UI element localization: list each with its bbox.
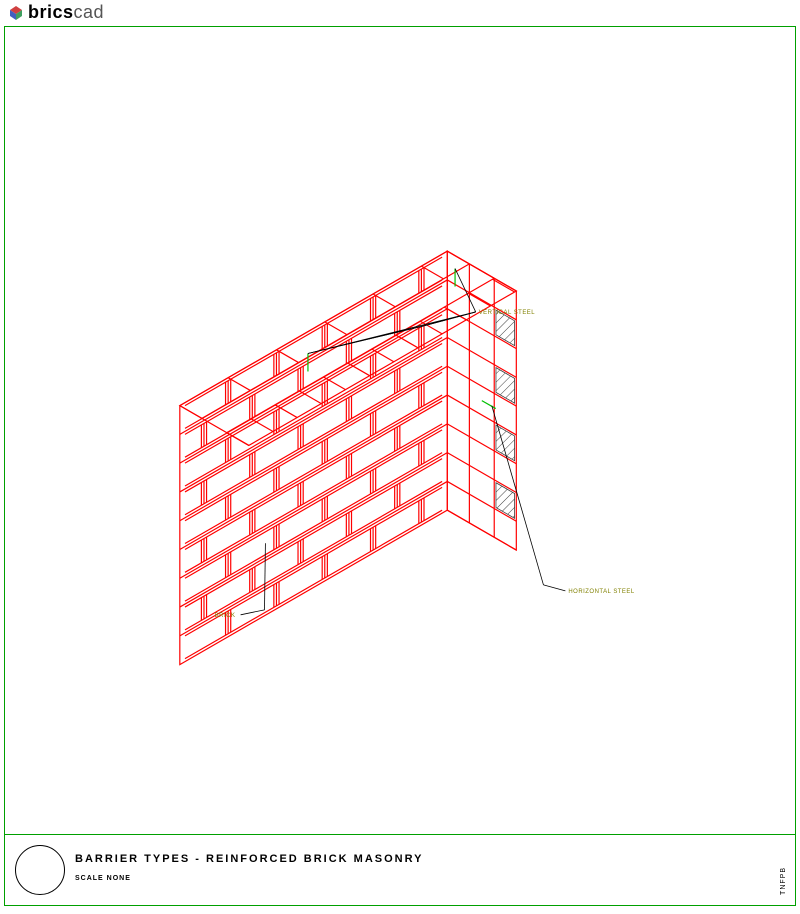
- drawing-scale: SCALE NONE: [75, 875, 131, 882]
- isometric-drawing: VERTICAL STEEL HORIZONTAL STEEL BRICK: [5, 27, 795, 834]
- svg-text:BRICK: BRICK: [215, 613, 236, 619]
- side-label: TNFPB: [780, 867, 787, 895]
- title-block: BARRIER TYPES - REINFORCED BRICK MASONRY…: [5, 835, 795, 905]
- bricscad-logo-icon: [8, 5, 24, 21]
- logo-text: bricscad: [28, 2, 104, 23]
- drawing-title: BARRIER TYPES - REINFORCED BRICK MASONRY: [75, 853, 424, 865]
- drawing-frame: VERTICAL STEEL HORIZONTAL STEEL BRICK BARR…: [4, 26, 796, 906]
- logo-brics: brics: [28, 2, 74, 22]
- svg-text:VERTICAL STEEL: VERTICAL STEEL: [479, 310, 536, 316]
- title-circle: [15, 845, 65, 895]
- drawing-canvas: VERTICAL STEEL HORIZONTAL STEEL BRICK: [5, 27, 795, 835]
- logo-cad: cad: [74, 2, 105, 22]
- app-header: bricscad: [8, 2, 104, 23]
- svg-text:HORIZONTAL STEEL: HORIZONTAL STEEL: [568, 589, 635, 595]
